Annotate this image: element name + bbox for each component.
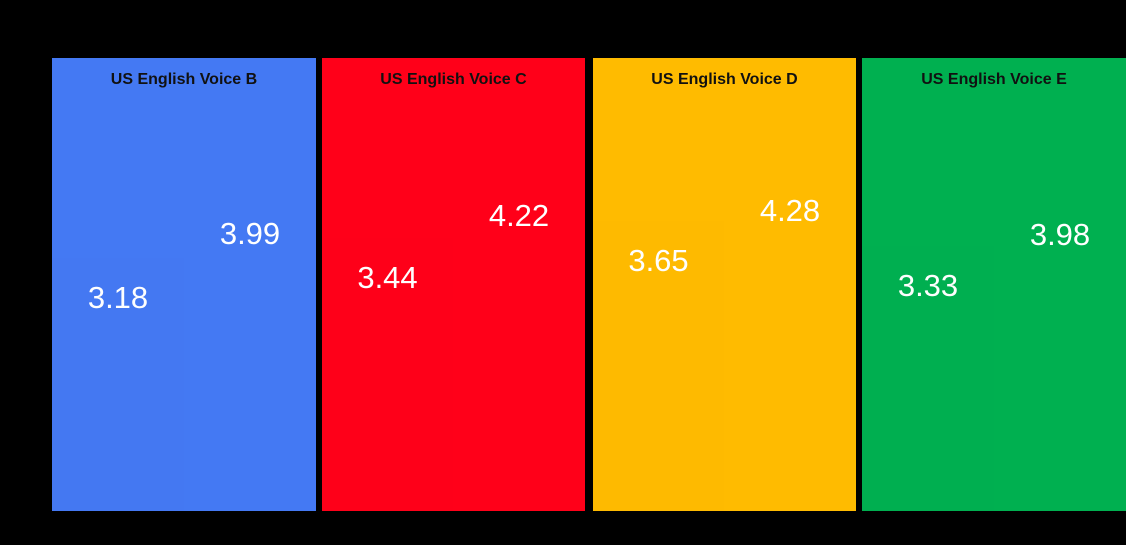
- value-label: 3.18: [87, 280, 149, 315]
- value-label: 3.65: [628, 243, 689, 278]
- voice-panel-c: 3.44 4.22 US English Voice C: [322, 58, 585, 511]
- bar-1: 3.33: [862, 246, 994, 511]
- bar-1: 3.18: [52, 258, 184, 511]
- bar-2: 3.99: [184, 194, 316, 511]
- panel-title: US English Voice B: [110, 71, 258, 88]
- value-label: 4.28: [759, 193, 821, 228]
- bar-2: 4.22: [453, 176, 585, 511]
- value-label: 3.33: [897, 268, 959, 303]
- bar-2: 4.28: [724, 171, 856, 511]
- value-label: 4.22: [488, 198, 550, 233]
- panel-title: US English Voice E: [921, 71, 1067, 88]
- bar-2: 3.98: [994, 195, 1126, 511]
- value-label: 3.98: [1029, 217, 1091, 252]
- value-label: 3.99: [219, 216, 281, 251]
- bar-1: 3.65: [593, 221, 724, 511]
- voice-panel-e: 3.33 3.98 US English Voice E: [862, 58, 1126, 511]
- panel-title: US English Voice C: [380, 71, 527, 88]
- voice-panel-d: 3.65 4.28 US English Voice D: [593, 58, 856, 511]
- bar-1: 3.44: [322, 238, 453, 511]
- voice-panel-b: 3.18 3.99 US English Voice B: [52, 58, 316, 511]
- value-label: 3.44: [357, 260, 418, 295]
- panel-title: US English Voice D: [651, 71, 798, 88]
